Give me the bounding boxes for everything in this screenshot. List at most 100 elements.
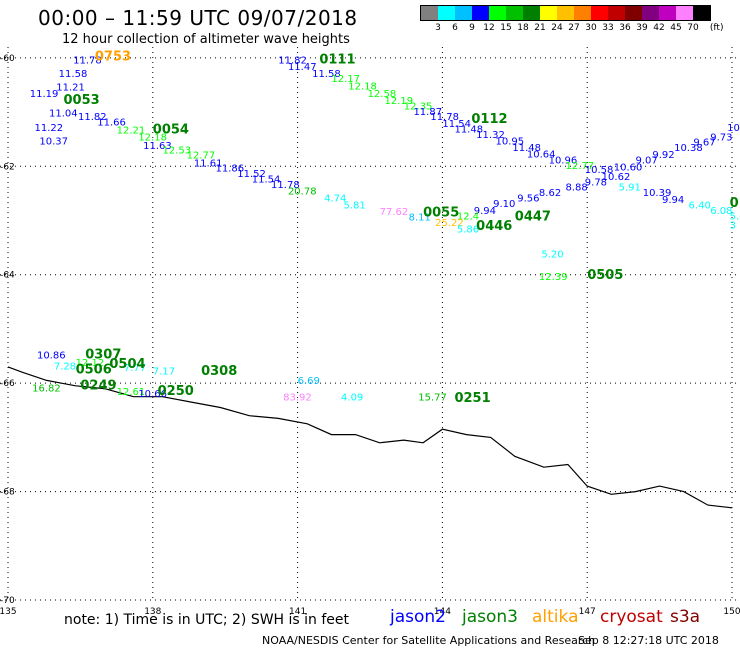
- scale-tick-label: 30: [585, 23, 597, 33]
- scale-swatch: [421, 6, 438, 20]
- credit-line: NOAA/NESDIS Center for Satellite Applica…: [262, 634, 596, 647]
- wave-height-value: 11.54: [252, 175, 281, 186]
- scale-swatch: [540, 6, 557, 20]
- chart-subtitle: 12 hour collection of altimeter wave hei…: [62, 32, 350, 47]
- pass-time-label: 0307: [85, 348, 121, 363]
- scale-tick-label: 27: [568, 23, 580, 33]
- scale-tick-label: 15: [500, 23, 512, 33]
- color-scale-labels: 3 6 9 12 15 18 21 24 27 30 33 36 39 42 45 70 (ft): [420, 21, 723, 33]
- pass-time-label: 0753: [95, 50, 131, 65]
- scale-swatch: [591, 6, 608, 20]
- wave-height-value: 11.48: [512, 143, 541, 154]
- wave-height-value: 12.58: [368, 89, 397, 100]
- pass-time-label: 0250: [158, 384, 194, 399]
- wave-height-value: 11.54: [442, 119, 471, 130]
- pass-time-label: 0505: [587, 268, 623, 283]
- scale-unit-label: (ft): [709, 23, 724, 33]
- pass-time-label: 0054: [153, 123, 189, 138]
- scale-tick-label: 6: [452, 23, 458, 33]
- wave-height-value: 11.78: [271, 180, 300, 191]
- wave-height-value: 11.04: [49, 108, 78, 119]
- wave-height-value: 5.91: [619, 183, 641, 194]
- pass-time-label: 0504: [109, 357, 145, 372]
- scale-swatch: [693, 6, 710, 20]
- wave-height-value: 11.78: [73, 55, 102, 66]
- wave-height-value: 7.17: [153, 366, 175, 377]
- scale-swatch: [489, 6, 506, 20]
- pass-time-label: 0447: [515, 209, 551, 224]
- wave-height-value: 5.20: [541, 249, 563, 260]
- wave-height-value: 12.18: [348, 81, 377, 92]
- wave-height-value: 12.53: [162, 145, 191, 156]
- longitude-tick-label: 144: [434, 607, 451, 617]
- wave-height-value: 9.94: [662, 195, 684, 206]
- wave-height-value: 12.61: [117, 387, 146, 398]
- wave-height-value: 6.69: [298, 376, 320, 387]
- wave-height-value: 12.21: [117, 126, 146, 137]
- color-scale-legend: 3 6 9 12 15 18 21 24 27 30 33 36 39 42 45 70 (ft): [420, 5, 723, 33]
- longitude-tick-label: 135: [0, 607, 17, 617]
- wave-height-value: 11.61: [194, 158, 223, 169]
- wave-height-value: 16.82: [32, 383, 61, 394]
- wave-height-value: 11.52: [237, 169, 266, 180]
- wave-height-value: 3: [730, 221, 736, 232]
- wave-height-value: 9.78: [585, 177, 607, 188]
- wave-height-value: 11.22: [35, 123, 64, 134]
- wave-height-value: 9.67: [693, 138, 715, 149]
- scale-tick-label: 12: [483, 23, 495, 33]
- scale-swatch: [574, 6, 591, 20]
- wave-height-value: 10.58: [585, 165, 614, 176]
- scale-tick-label: 3: [435, 23, 441, 33]
- wave-height-value: 12.4: [457, 211, 479, 222]
- latitude-tick-label: -60: [0, 54, 15, 64]
- legend-altika: altika: [532, 607, 579, 627]
- legend-jason2: jason2: [390, 607, 446, 627]
- wave-height-value: 8.88: [565, 183, 587, 194]
- wave-height-value: 12.39: [539, 272, 568, 283]
- wave-height-value: 11.87: [413, 107, 442, 118]
- pass-time-label: 0113: [730, 196, 740, 211]
- wave-height-value: 11.48: [454, 125, 483, 136]
- wave-height-value: 7.28: [54, 362, 76, 373]
- wave-height-value: 5.65: [730, 211, 740, 222]
- wave-height-value: 10.62: [602, 172, 631, 183]
- footer-note: note: 1) Time is in UTC; 2) SWH is in fe…: [64, 612, 350, 628]
- wave-height-value: 11.47: [288, 62, 317, 73]
- wave-height-value: 8.11: [409, 212, 431, 223]
- scale-tick-label: 33: [602, 23, 614, 33]
- wave-height-value: 10.95: [495, 137, 524, 148]
- scale-tick-label: 45: [670, 23, 682, 33]
- legend-s3a: s3a: [670, 607, 701, 627]
- wave-height-value: 5.86: [457, 224, 479, 235]
- longitude-tick-label: 141: [289, 607, 306, 617]
- wave-height-value: 10.66: [138, 389, 167, 400]
- scale-tick-label: 36: [619, 23, 631, 33]
- wave-height-value: 12.18: [138, 132, 167, 143]
- scale-swatch: [472, 6, 489, 20]
- pass-time-label: 0506: [76, 362, 112, 377]
- wave-height-value: 12.77: [187, 151, 216, 162]
- scale-tick-label: 70: [687, 23, 699, 33]
- scale-tick-label: 24: [551, 23, 563, 33]
- wave-height-value: 11.21: [56, 82, 85, 93]
- wave-height-value: 12.35: [404, 101, 433, 112]
- wave-height-value: 4.74: [324, 194, 346, 205]
- longitude-tick-label: 138: [144, 607, 161, 617]
- wave-height-value: 4.09: [341, 392, 363, 403]
- scale-swatch: [608, 6, 625, 20]
- wave-height-value: 25.22: [435, 218, 464, 229]
- wave-height-value: 11.86: [216, 164, 245, 175]
- scale-tick-label: 18: [517, 23, 529, 33]
- wave-height-value: 6.08: [710, 206, 732, 217]
- wave-height-value: 9.07: [635, 156, 657, 167]
- wave-height-value: 12.12: [76, 358, 105, 369]
- wave-height-value: 10.60: [614, 163, 643, 174]
- wave-height-value: 9.10: [493, 199, 515, 210]
- pass-time-label: 0446: [476, 219, 512, 234]
- wave-height-value: 11.66: [97, 118, 126, 129]
- wave-height-value: 9.92: [652, 150, 674, 161]
- latitude-tick-label: -68: [0, 488, 15, 498]
- wave-height-value: 10.39: [643, 188, 672, 199]
- pass-time-label: 0308: [201, 364, 237, 379]
